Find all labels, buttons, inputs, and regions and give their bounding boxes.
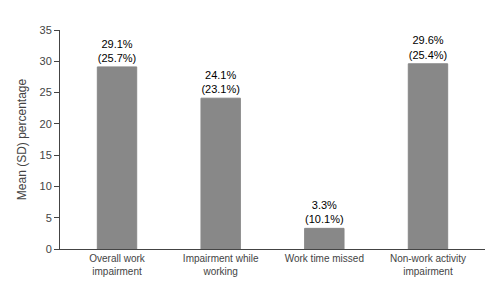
svg-text:0: 0 [46,243,52,255]
svg-text:29.1%(25.7%): 29.1%(25.7%) [98,38,137,64]
svg-text:20: 20 [40,118,52,130]
svg-text:Non-work activityimpairment: Non-work activityimpairment [390,253,466,277]
svg-text:35: 35 [40,24,52,36]
svg-text:25: 25 [40,86,52,98]
svg-text:10: 10 [40,180,52,192]
svg-text:Overall workimpairment: Overall workimpairment [89,253,146,277]
svg-text:Impairment whileworking: Impairment whileworking [183,253,259,277]
svg-text:15: 15 [40,149,52,161]
svg-text:Work time missed: Work time missed [285,253,364,264]
svg-text:30: 30 [40,55,52,67]
svg-text:3.3%(10.1%): 3.3%(10.1%) [305,199,344,225]
svg-text:24.1%(23.1%): 24.1%(23.1%) [201,69,240,95]
svg-text:29.6%(25.4%): 29.6%(25.4%) [409,34,448,60]
svg-text:5: 5 [46,212,52,224]
svg-text:Mean (SD) percentage: Mean (SD) percentage [15,78,29,200]
